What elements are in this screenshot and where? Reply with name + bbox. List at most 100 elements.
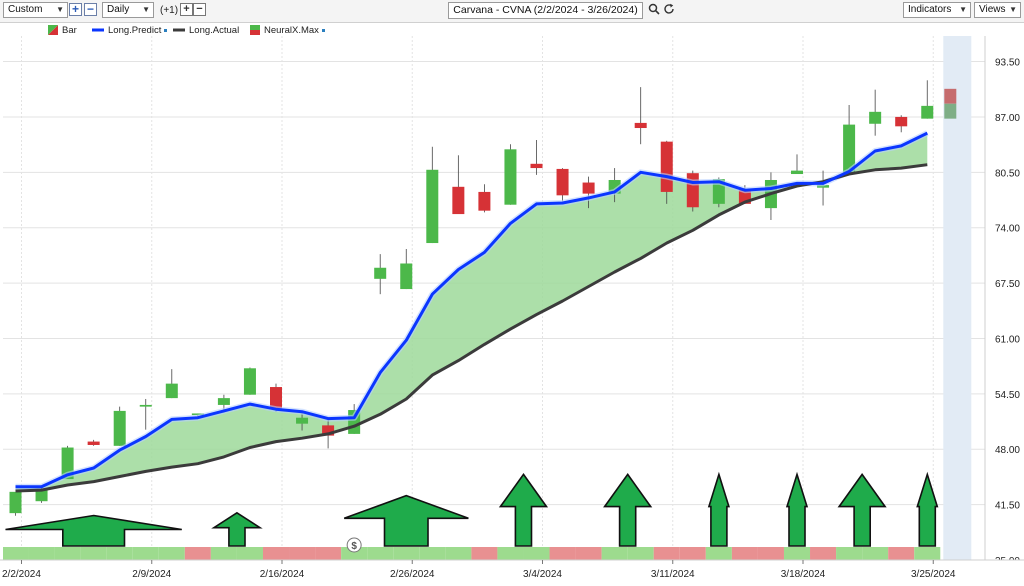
buy-signal-arrow	[837, 473, 887, 547]
neuralx-swatch-icon	[250, 25, 260, 36]
chart-legend: Bar Long.Predict Long.Actual NeuralX.Max	[0, 24, 600, 38]
candle	[843, 105, 856, 174]
candle-body	[478, 191, 491, 211]
search-icon[interactable]	[647, 3, 661, 17]
signal-cell	[627, 547, 654, 560]
candle	[556, 168, 569, 202]
zoom-in-button[interactable]: +	[69, 3, 82, 16]
legend-item-bar[interactable]: Bar	[48, 24, 77, 38]
legend-item-neuralx-max[interactable]: NeuralX.Max	[250, 24, 325, 38]
legend-label: Bar	[62, 25, 77, 36]
signal-cell	[914, 547, 941, 560]
candle-body	[686, 173, 699, 208]
legend-item-long-actual[interactable]: Long.Actual	[173, 24, 239, 38]
signal-cell	[445, 547, 472, 560]
x-axis-background	[0, 560, 1024, 586]
offset-plus-button[interactable]: +	[180, 3, 193, 16]
y-tick-label: 74.00	[995, 224, 1020, 235]
candle-body	[895, 116, 908, 127]
interval-select[interactable]: Daily ▼	[102, 2, 154, 18]
bar-swatch-icon	[48, 25, 58, 36]
candle-body	[165, 383, 178, 399]
neuralx-max-marker	[944, 88, 957, 119]
y-tick-label: 87.00	[995, 113, 1020, 124]
buy-signal-arrow	[707, 471, 730, 547]
signal-cell	[80, 547, 107, 560]
candle	[139, 398, 152, 430]
signal-cell	[315, 547, 342, 560]
mode-select[interactable]: Custom ▼	[3, 2, 68, 18]
candle-body	[791, 170, 803, 175]
candle	[296, 413, 309, 431]
line-swatch-icon	[173, 28, 185, 32]
interval-select-value: Daily	[107, 4, 130, 15]
refresh-icon[interactable]	[662, 3, 676, 17]
offset-label: (+1)	[160, 5, 179, 16]
candle-body	[869, 111, 882, 124]
x-tick-label: 3/11/2024	[651, 569, 695, 580]
chevron-down-icon: ▼	[959, 5, 967, 14]
buy-signal-arrow	[5, 514, 182, 547]
settings-dot-icon[interactable]	[321, 28, 325, 32]
candle-body	[296, 417, 309, 424]
signal-cell	[523, 547, 550, 560]
settings-dot-icon[interactable]	[164, 28, 168, 32]
buy-signal-arrow	[498, 473, 549, 547]
candle	[9, 491, 22, 516]
x-tick-label: 3/4/2024	[523, 569, 562, 580]
candle-body	[452, 186, 465, 215]
offset-minus-button[interactable]: −	[193, 3, 206, 16]
candle-body	[270, 387, 282, 409]
zoom-out-button[interactable]: −	[84, 3, 97, 16]
candle	[374, 254, 387, 295]
signal-cell	[601, 547, 628, 560]
views-dropdown[interactable]: Views ▼	[974, 2, 1021, 18]
y-tick-label: 48.00	[995, 445, 1020, 456]
signal-cell	[419, 547, 446, 560]
signal-cell	[28, 547, 55, 560]
y-tick-label: 54.50	[995, 390, 1020, 401]
dividend-symbol: $	[351, 541, 357, 552]
signal-cell	[210, 547, 237, 560]
y-tick-label: 61.00	[995, 334, 1020, 345]
candle	[869, 89, 882, 136]
signal-cell	[367, 547, 394, 560]
dividend-marker-icon: $	[346, 537, 362, 553]
candle	[243, 367, 256, 395]
candle	[113, 406, 126, 446]
x-tick-label: 3/18/2024	[781, 569, 826, 580]
buy-signal-arrow	[785, 471, 809, 547]
candle-body	[634, 122, 647, 129]
legend-label: Long.Predict	[108, 25, 162, 36]
price-chart: $ 35.0041.5048.0054.5061.0067.5074.0080.…	[0, 36, 1024, 586]
x-tick-label: 2/26/2024	[390, 569, 435, 580]
x-tick-label: 3/25/2024	[911, 569, 956, 580]
candle-body	[374, 267, 387, 279]
chevron-down-icon: ▼	[1009, 5, 1017, 14]
buy-signal-arrow	[343, 494, 469, 547]
signal-cell	[393, 547, 420, 560]
toolbar: Custom ▼ + − Daily ▼ (+1) + − Carvana - …	[0, 0, 1024, 23]
signal-cell	[888, 547, 915, 560]
signal-cell	[341, 547, 368, 560]
signal-cell	[653, 547, 680, 560]
y-axis: 35.0041.5048.0054.5061.0067.5074.0080.50…	[984, 36, 1024, 567]
predict-actual-fill	[15, 133, 928, 491]
x-tick-label: 2/9/2024	[132, 569, 171, 580]
candle-body	[139, 404, 152, 407]
line-swatch-icon	[92, 28, 104, 32]
signal-cell	[497, 547, 524, 560]
indicators-dropdown[interactable]: Indicators ▼	[903, 2, 971, 18]
symbol-title-field[interactable]: Carvana - CVNA (2/2/2024 - 3/26/2024)	[448, 2, 643, 19]
signal-cell	[3, 547, 29, 560]
signal-cell	[836, 547, 863, 560]
signal-cell	[705, 547, 732, 560]
legend-item-long-predict[interactable]: Long.Predict	[92, 24, 168, 38]
candle-body	[400, 263, 413, 290]
candle-body	[113, 410, 126, 446]
chevron-down-icon: ▼	[56, 5, 64, 14]
y-tick-label: 80.50	[995, 168, 1020, 179]
y-tick-label: 93.50	[995, 58, 1020, 69]
signal-cell	[289, 547, 316, 560]
signal-cell	[106, 547, 133, 560]
